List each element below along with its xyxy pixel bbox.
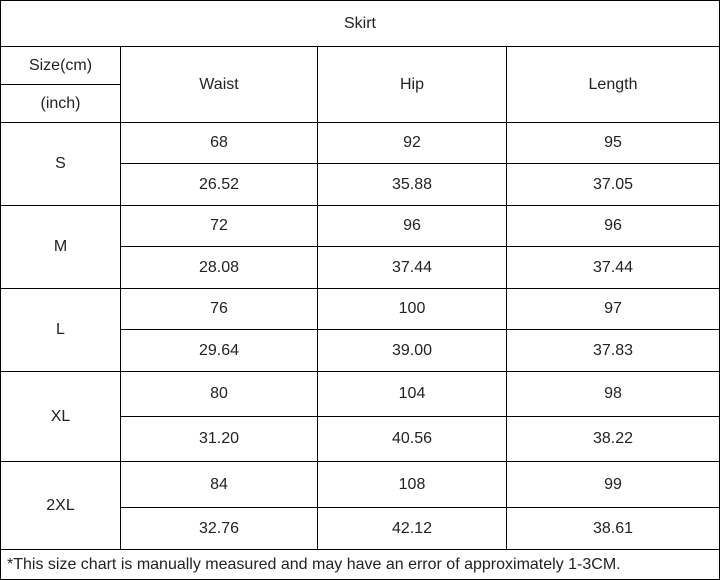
inch-value: 37.44 [317,246,507,289]
inch-value: 26.52 [120,163,318,206]
inch-value: 35.88 [317,163,507,206]
inch-value: 29.64 [120,329,318,372]
inch-value: 37.05 [506,163,720,206]
cm-value: 98 [506,371,720,417]
cm-value: 96 [506,205,720,247]
cm-value: 72 [120,205,318,247]
cm-value: 92 [317,122,507,164]
column-header: Hip [317,46,507,123]
inch-value: 38.61 [506,507,720,550]
inch-value: 40.56 [317,416,507,462]
table-title: Skirt [0,0,720,47]
inch-value: 32.76 [120,507,318,550]
inch-value: 38.22 [506,416,720,462]
cm-value: 84 [120,461,318,508]
cm-value: 99 [506,461,720,508]
inch-value: 39.00 [317,329,507,372]
inch-value: 31.20 [120,416,318,462]
size-name: XL [0,371,121,462]
cm-value: 95 [506,122,720,164]
column-header: Waist [120,46,318,123]
inch-value: 28.08 [120,246,318,289]
cm-value: 100 [317,288,507,330]
size-name: L [0,288,121,372]
cm-value: 76 [120,288,318,330]
size-label: Size(cm) [0,46,121,85]
cm-value: 97 [506,288,720,330]
size-name: M [0,205,121,289]
inch-value: 42.12 [317,507,507,550]
column-header: Length [506,46,720,123]
cm-value: 80 [120,371,318,417]
unit-label: (inch) [0,84,121,123]
footnote: *This size chart is manually measured an… [0,549,720,580]
inch-value: 37.44 [506,246,720,289]
cm-value: 108 [317,461,507,508]
cm-value: 104 [317,371,507,417]
cm-value: 68 [120,122,318,164]
size-name: 2XL [0,461,121,550]
cm-value: 96 [317,205,507,247]
inch-value: 37.83 [506,329,720,372]
size-name: S [0,122,121,206]
